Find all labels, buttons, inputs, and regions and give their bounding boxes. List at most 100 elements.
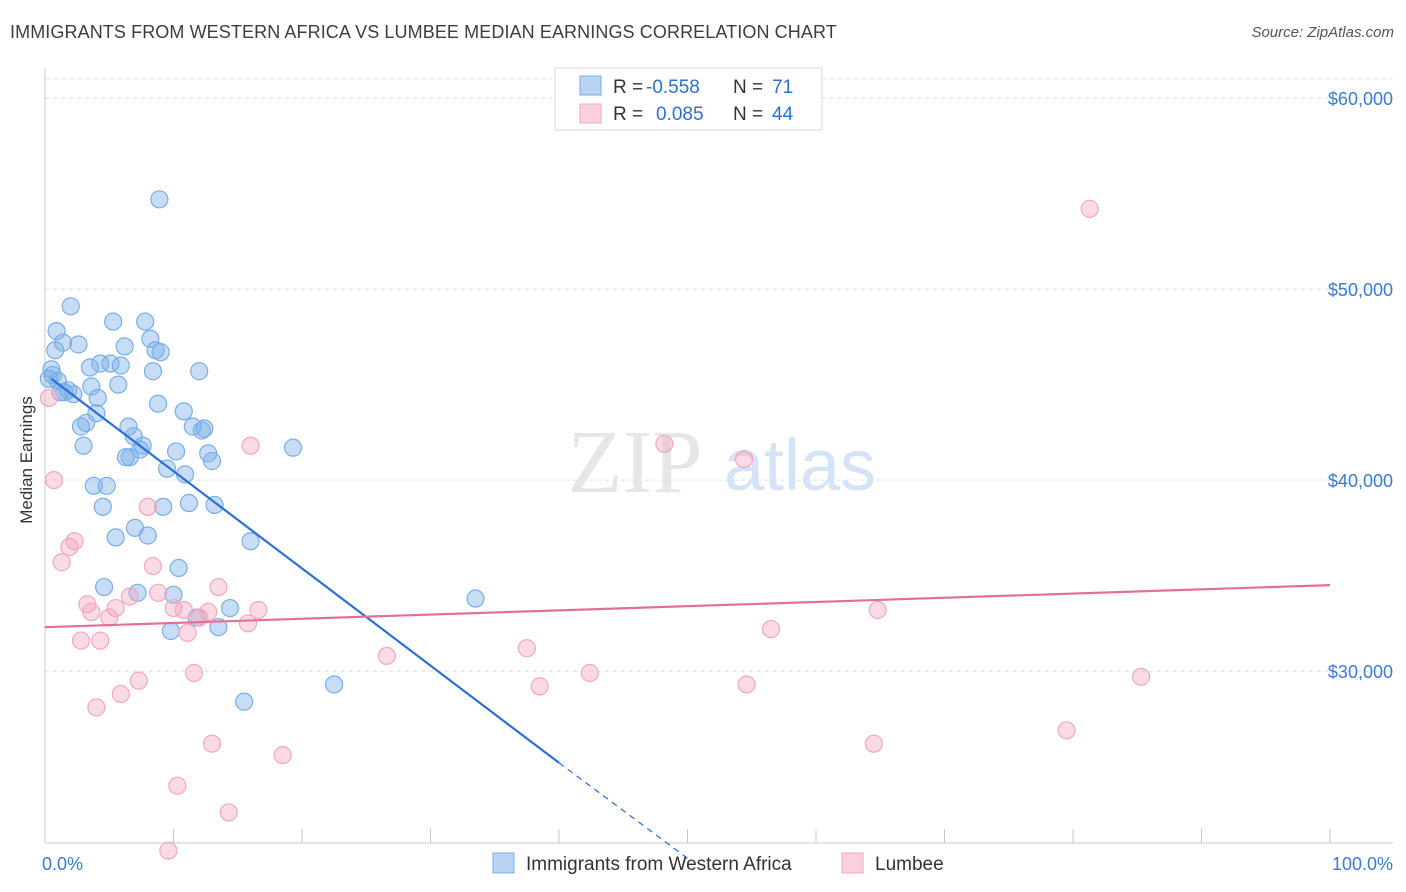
source-label: Source: ZipAtlas.com	[1251, 24, 1394, 41]
lumbee-trend-line	[44, 584, 1331, 629]
western-africa-point	[150, 190, 169, 209]
lumbee-point	[120, 587, 139, 606]
lumbee-point	[138, 497, 157, 516]
legend-swatch-lumbee	[579, 103, 602, 124]
axes: 0.0% 100.0%	[42, 68, 1393, 874]
lumbee-point	[655, 434, 674, 453]
chart-title: IMMIGRANTS FROM WESTERN AFRICA VS LUMBEE…	[10, 22, 837, 42]
western-africa-point	[84, 476, 103, 495]
western-africa-point	[69, 335, 88, 354]
lumbee-point	[273, 746, 292, 765]
western-africa-point	[46, 341, 65, 360]
western-africa-point	[466, 589, 485, 608]
legend-n-label-2: N =	[733, 104, 763, 125]
lumbee-point	[87, 698, 106, 717]
lumbee-point	[377, 646, 396, 665]
y-tick-label: $30,000	[1328, 662, 1393, 682]
western-africa-point	[88, 388, 107, 408]
western-africa-point	[82, 377, 101, 396]
western-africa-point	[192, 421, 211, 440]
lumbee-point	[1132, 667, 1151, 686]
lumbee-point	[580, 663, 599, 683]
western-africa-point	[220, 598, 240, 618]
lumbee-point	[249, 600, 268, 620]
bottom-legend-label-lumbee: Lumbee	[875, 854, 944, 875]
western-africa-point	[42, 360, 61, 379]
lumbee-point	[174, 600, 193, 620]
lumbee-point	[761, 619, 781, 639]
x-tick-label-min: 0.0%	[42, 854, 83, 874]
western-africa-point	[111, 356, 130, 375]
western-africa-trend-line	[50, 377, 560, 764]
lumbee-point	[238, 614, 258, 633]
x-tick-label-max: 100.0%	[1332, 854, 1393, 874]
lumbee-point	[65, 532, 84, 551]
western-africa-point	[205, 495, 224, 515]
legend-swatch-western-africa	[579, 75, 602, 96]
legend-n-label-1: N =	[733, 77, 763, 98]
legend-r-label-2: R =	[613, 104, 643, 125]
western-africa-point	[136, 312, 155, 331]
western-africa-point	[91, 354, 110, 373]
western-africa-trend-extension	[558, 762, 688, 859]
lumbee-point	[209, 577, 228, 597]
western-africa-point	[104, 312, 123, 331]
western-africa-point	[115, 337, 134, 356]
western-africa-point	[109, 375, 128, 394]
western-africa-point	[241, 532, 260, 551]
lumbee-point	[1057, 721, 1076, 740]
western-africa-point	[61, 297, 80, 316]
lumbee-point	[143, 556, 163, 576]
lumbee-point	[1080, 199, 1099, 218]
lumbee-point	[734, 449, 754, 469]
lumbee-point	[219, 803, 238, 822]
lumbee-point	[868, 600, 887, 620]
lumbee-point	[199, 602, 218, 621]
lumbee-point	[44, 471, 64, 490]
western-africa-point	[151, 343, 170, 362]
lumbee-point	[184, 663, 204, 683]
lumbee-point	[129, 671, 148, 690]
western-africa-point	[161, 621, 181, 641]
y-tick-label: $60,000	[1328, 89, 1393, 109]
western-africa-point	[141, 329, 160, 348]
western-africa-point	[209, 618, 228, 637]
western-africa-point	[106, 528, 125, 547]
correlation-legend: R = -0.558 N = 71 R = 0.085 N = 44	[554, 67, 823, 131]
western-africa-point	[43, 365, 62, 385]
western-africa-point	[148, 394, 168, 413]
western-africa-point	[47, 322, 66, 341]
bottom-legend-label-western-africa: Immigrants from Western Africa	[526, 854, 792, 875]
western-africa-point	[97, 476, 116, 495]
western-africa-point	[95, 577, 114, 597]
western-africa-point	[119, 417, 138, 436]
western-africa-point	[202, 451, 222, 471]
lumbee-point	[159, 841, 178, 860]
lumbee-point	[737, 675, 756, 694]
legend-r-label-1: R =	[613, 77, 643, 98]
lumbee-point	[517, 639, 536, 658]
data-points	[39, 190, 1151, 860]
lumbee-point	[39, 388, 58, 408]
y-axis-title: Median Earnings	[17, 396, 36, 524]
western-africa-point	[80, 358, 100, 377]
western-africa-point	[195, 419, 214, 438]
western-africa-point	[179, 493, 199, 513]
bottom-legend-swatch-lumbee	[841, 852, 864, 874]
legend-r-value-1: -0.558	[646, 77, 700, 98]
western-africa-point	[74, 436, 93, 455]
y-tick-label: $40,000	[1328, 471, 1393, 491]
lumbee-point	[530, 677, 549, 696]
western-africa-point	[325, 675, 344, 694]
bottom-legend-swatch-western-africa	[492, 852, 515, 874]
western-africa-point	[154, 497, 173, 516]
lumbee-point	[241, 436, 260, 455]
western-africa-point	[166, 442, 186, 461]
legend-n-value-1: 71	[772, 77, 793, 98]
lumbee-point	[60, 537, 79, 557]
western-africa-point	[138, 526, 157, 545]
lumbee-point	[148, 583, 168, 602]
western-africa-point	[169, 558, 188, 578]
series-legend: Immigrants from Western Africa Lumbee	[492, 852, 944, 875]
watermark-zip: ZIP	[568, 413, 703, 512]
